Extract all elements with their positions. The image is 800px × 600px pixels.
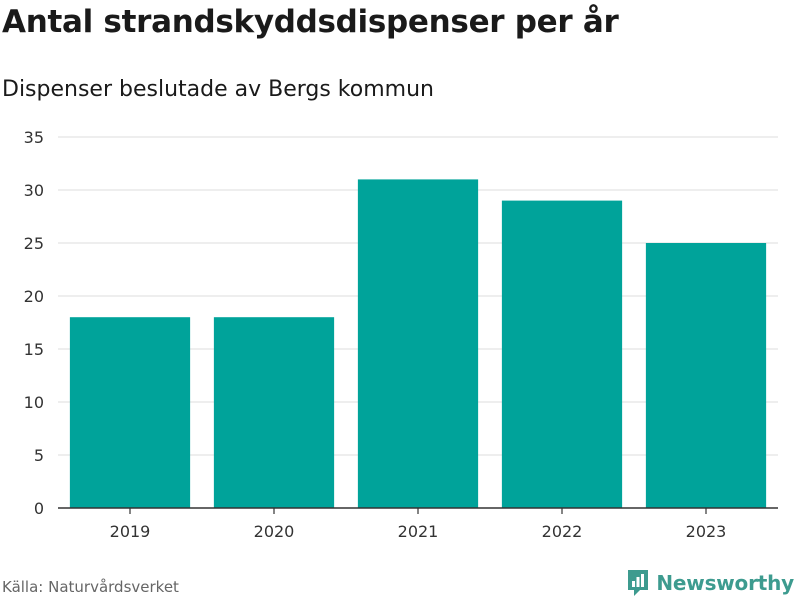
y-tick-label: 35	[24, 128, 44, 147]
y-tick-label: 10	[24, 393, 44, 412]
y-tick-label: 15	[24, 340, 44, 359]
y-tick-label: 0	[34, 499, 44, 518]
bar-2023	[645, 243, 767, 508]
x-tick-label: 2019	[110, 522, 151, 541]
x-tick-labels: 2019 2020 2021 2022 2023	[110, 522, 727, 541]
x-ticks	[129, 508, 707, 514]
chart-title: Antal strandskyddsdispenser per år	[2, 4, 619, 40]
x-tick-label: 2023	[686, 522, 727, 541]
x-tick-label: 2021	[398, 522, 439, 541]
newsworthy-logo-icon	[628, 570, 649, 596]
brand-name: Newsworthy	[656, 571, 794, 595]
bar-2022	[501, 200, 623, 508]
source-note: Källa: Naturvårdsverket	[2, 578, 179, 596]
y-tick-label: 5	[34, 446, 44, 465]
y-tick-labels: 0 5 10 15 20 25 30 35	[24, 128, 44, 518]
bars	[69, 179, 767, 508]
y-tick-label: 20	[24, 287, 44, 306]
chart-subtitle: Dispenser beslutade av Bergs kommun	[2, 77, 434, 102]
brand: Newsworthy	[626, 568, 794, 598]
y-tick-label: 30	[24, 181, 44, 200]
bar-2019	[69, 317, 191, 508]
bar-2021	[357, 179, 479, 508]
x-tick-label: 2020	[254, 522, 295, 541]
bar-2020	[213, 317, 335, 508]
y-tick-label: 25	[24, 234, 44, 253]
x-tick-label: 2022	[542, 522, 583, 541]
